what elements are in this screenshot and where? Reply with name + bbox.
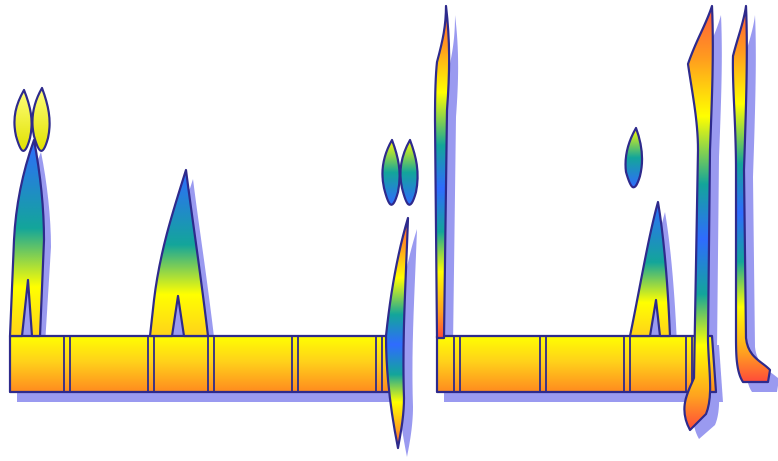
right-word-baseline-stroke [435, 334, 718, 394]
left-tooth-stroke [8, 138, 46, 338]
middle-tooth-stroke [148, 168, 210, 338]
descending-stroke [384, 216, 410, 450]
lam-stroke-with-tail [683, 4, 714, 432]
right-tooth-stroke [628, 200, 672, 338]
left-word-baseline-stroke [8, 334, 394, 394]
dots-middle-pair [381, 138, 419, 206]
alif-stroke-left [433, 4, 451, 340]
dots-left-pair [13, 86, 51, 152]
dot-right-single [624, 126, 644, 189]
alif-stroke-right [731, 4, 772, 384]
connector-separators [63, 336, 693, 392]
